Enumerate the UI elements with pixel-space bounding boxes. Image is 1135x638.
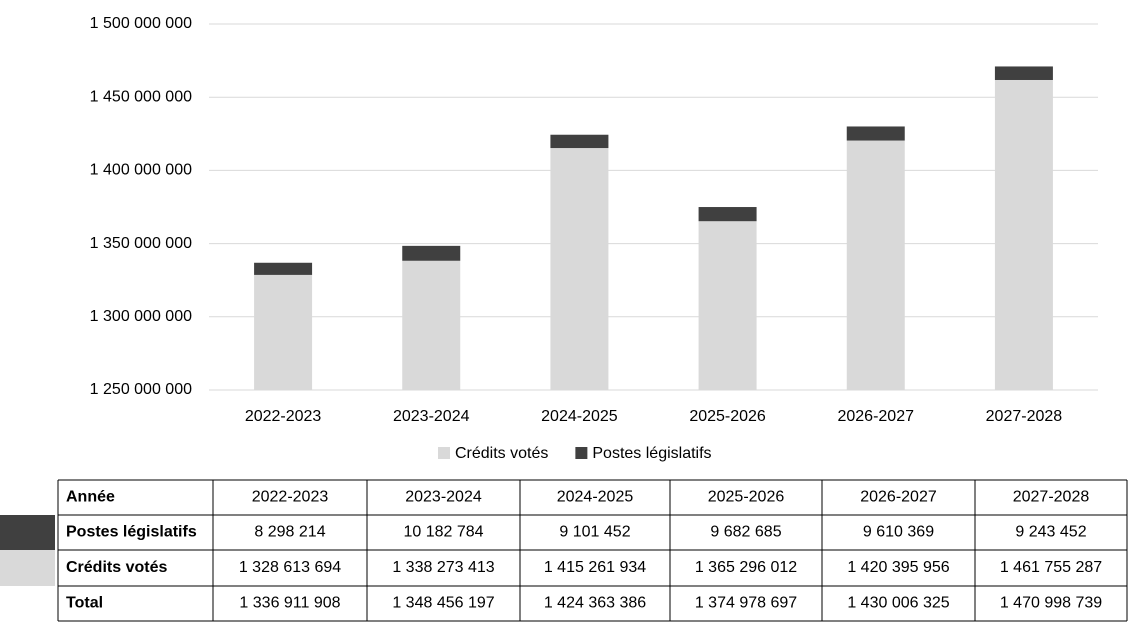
y-tick-label: 1 300 000 000	[90, 308, 192, 325]
table-cell: 9 682 685	[710, 524, 781, 541]
bar-segment	[846, 126, 905, 141]
x-tick-label: 2026-2027	[837, 408, 914, 425]
table-cell: 1 365 296 012	[695, 559, 797, 576]
y-tick-label: 1 500 000 000	[90, 15, 192, 32]
x-tick-label: 2024-2025	[541, 408, 618, 425]
y-tick-label: 1 250 000 000	[90, 381, 192, 398]
y-tick-label: 1 450 000 000	[90, 88, 192, 105]
table-cell: 10 182 784	[403, 524, 483, 541]
x-tick-label: 2023-2024	[393, 408, 470, 425]
table-cell: 2023-2024	[405, 489, 482, 506]
bar-segment	[550, 148, 609, 390]
table-cell: 1 336 911 908	[239, 595, 340, 612]
bar-segment	[698, 207, 757, 222]
table-cell: 1 374 978 697	[695, 595, 797, 612]
table-cell: 2027-2028	[1013, 489, 1090, 506]
table-row-label: Total	[66, 595, 103, 612]
table-cell: 9 610 369	[863, 524, 934, 541]
table-cell: 1 338 273 413	[392, 559, 494, 576]
x-tick-label: 2027-2028	[986, 408, 1063, 425]
table-cell: 9 101 452	[559, 524, 630, 541]
table-cell: 2025-2026	[708, 489, 785, 506]
table-row-label: Année	[66, 489, 115, 506]
table-cell: 1 348 456 197	[392, 595, 494, 612]
table-swatch	[0, 550, 55, 586]
bar-segment	[254, 262, 313, 275]
bar-segment	[402, 245, 461, 261]
table-swatch	[0, 515, 55, 550]
bar-segment	[550, 134, 609, 149]
bar-segment	[254, 274, 313, 390]
legend-label: Postes législatifs	[592, 445, 711, 462]
table-cell: 8 298 214	[254, 524, 325, 541]
table-row-label: Postes législatifs	[66, 524, 197, 541]
table-cell: 2022-2023	[252, 489, 329, 506]
bar-segment	[994, 79, 1053, 390]
legend-swatch	[575, 447, 588, 459]
legend-swatch	[438, 447, 450, 459]
legend-label: Crédits votés	[455, 445, 548, 462]
table-cell: 1 328 613 694	[239, 559, 341, 576]
table-cell: 1 470 998 739	[1000, 595, 1102, 612]
table-row-label: Crédits votés	[66, 559, 167, 576]
x-tick-label: 2025-2026	[689, 408, 766, 425]
table-cell: 9 243 452	[1015, 524, 1086, 541]
bar-segment	[994, 66, 1053, 80]
bar-segment	[402, 260, 461, 390]
table-cell: 1 415 261 934	[544, 559, 646, 576]
y-tick-label: 1 400 000 000	[90, 162, 192, 179]
table-cell: 1 430 006 325	[847, 595, 949, 612]
y-tick-label: 1 350 000 000	[90, 235, 192, 252]
x-tick-label: 2022-2023	[245, 408, 322, 425]
bar-segment	[846, 140, 905, 390]
table-cell: 1 461 755 287	[1000, 559, 1102, 576]
table-cell: 2026-2027	[860, 489, 937, 506]
table-cell: 2024-2025	[557, 489, 634, 506]
table-cell: 1 424 363 386	[544, 595, 646, 612]
table-cell: 1 420 395 956	[847, 559, 949, 576]
bar-segment	[698, 221, 757, 390]
